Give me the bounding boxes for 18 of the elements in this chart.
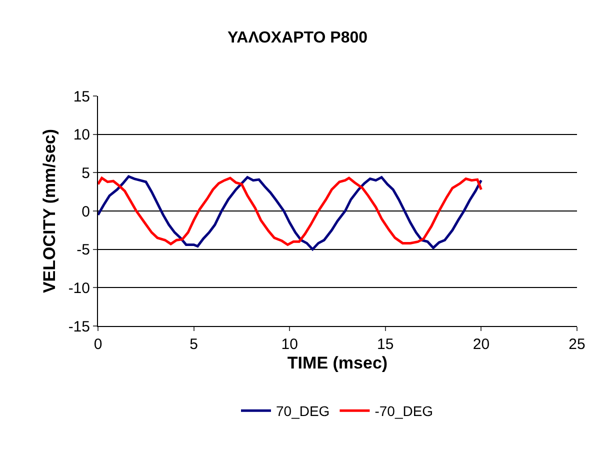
y-tick-label: -5 — [76, 242, 90, 259]
y-tick-label: 10 — [73, 126, 90, 144]
x-axis-title: TIME (msec) — [287, 353, 388, 372]
x-tick-label: 10 — [281, 336, 298, 353]
y-tick-label: 15 — [73, 88, 90, 106]
y-tick-label: 0 — [82, 203, 90, 220]
y-tick-label: -10 — [68, 280, 90, 297]
y-tick-label: -15 — [68, 318, 90, 336]
x-tick-label: 5 — [190, 336, 198, 353]
legend-label: -70_DEG — [374, 403, 434, 420]
x-tick-label: 20 — [472, 336, 490, 353]
x-tick-label: 0 — [94, 336, 102, 353]
x-tick-label: 25 — [568, 336, 586, 353]
chart-title: ΥΑΛΟΧΑΡΤΟ P800 — [227, 30, 368, 47]
x-tick-label: 15 — [377, 336, 394, 353]
legend-label: 70_DEG — [276, 403, 330, 420]
y-axis-title: VELOCITY (mm/sec) — [40, 128, 59, 294]
y-tick-label: 5 — [82, 164, 90, 182]
